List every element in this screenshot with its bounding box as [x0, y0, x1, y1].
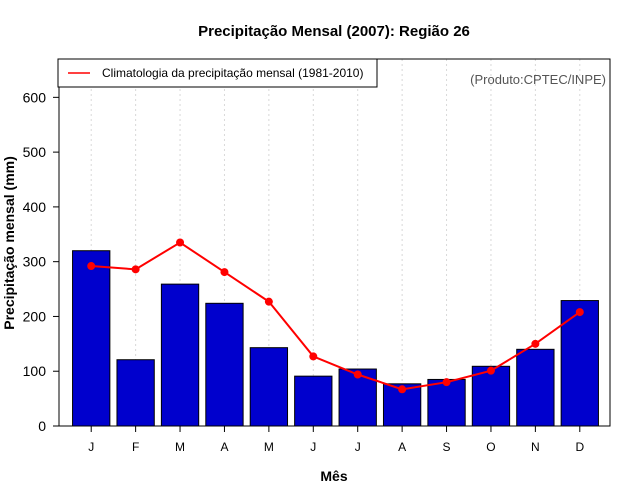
x-tick-label: J — [88, 440, 94, 454]
climatology-line — [91, 241, 581, 391]
bar — [516, 348, 555, 427]
x-tick-label: J — [310, 440, 316, 454]
bar — [294, 375, 333, 427]
y-tick-label: 600 — [23, 89, 47, 105]
x-tick-label: O — [486, 440, 495, 454]
climatology-point — [131, 265, 140, 274]
climatology-point — [176, 238, 185, 247]
climatology-series — [87, 238, 584, 394]
climatology-point — [575, 308, 584, 317]
x-tick-label: M — [264, 440, 274, 454]
x-tick-label: S — [443, 440, 451, 454]
climatology-point — [398, 385, 407, 394]
climatology-point — [486, 366, 495, 375]
x-axis-label: Mês — [320, 468, 347, 484]
legend-label: Climatologia da precipitação mensal (198… — [102, 66, 363, 80]
y-tick-label: 500 — [23, 144, 47, 160]
y-tick-label: 200 — [23, 308, 47, 324]
y-tick-label: 0 — [38, 418, 46, 434]
x-tick-label: D — [575, 440, 584, 454]
climatology-point — [442, 378, 451, 387]
x-tick-label: A — [398, 440, 406, 454]
y-axis-label: Precipitação mensal (mm) — [1, 156, 17, 330]
y-axis: 0 100 200 300 400 500 600 — [23, 89, 59, 434]
bar — [249, 347, 289, 427]
source-credit: (Produto:CPTEC/INPE) — [470, 72, 606, 87]
y-tick-label: 400 — [23, 199, 47, 215]
x-tick-label: M — [175, 440, 185, 454]
legend: Climatologia da precipitação mensal (198… — [57, 58, 378, 88]
x-tick-label: A — [220, 440, 228, 454]
bar-series — [72, 250, 599, 427]
x-tick-label: J — [355, 440, 361, 454]
legend-box — [57, 58, 378, 88]
bar — [560, 300, 599, 427]
y-tick-label: 100 — [23, 363, 47, 379]
climatology-point — [220, 268, 229, 277]
climatology-point — [353, 370, 362, 379]
bar — [471, 365, 511, 427]
climatology-point — [264, 297, 273, 306]
climatology-point — [309, 352, 318, 361]
bar — [116, 359, 155, 427]
bar — [160, 283, 200, 427]
climatology-point — [531, 339, 540, 348]
chart-title: Precipitação Mensal (2007): Região 26 — [198, 23, 470, 40]
bar — [427, 378, 466, 427]
bar — [72, 250, 111, 427]
bar — [205, 302, 244, 427]
x-tick-label: F — [132, 440, 139, 454]
y-tick-label: 300 — [23, 254, 47, 270]
x-tick-label: N — [531, 440, 540, 454]
climatology-point — [87, 262, 96, 271]
